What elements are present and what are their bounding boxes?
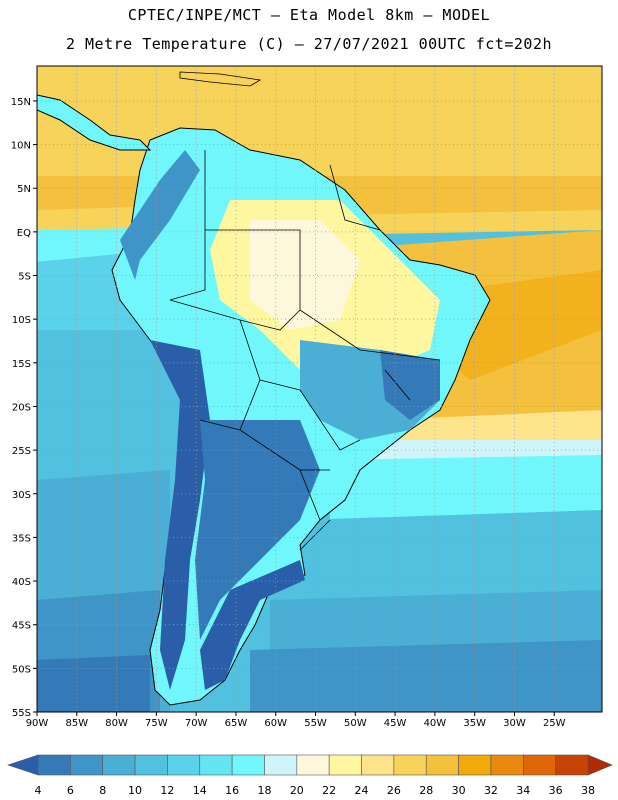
colorbar-label: 22: [322, 784, 336, 797]
latitude-tick-label: EQ: [17, 228, 31, 239]
latitude-tick-label: 10N: [11, 141, 31, 152]
colorbar-label: 18: [257, 784, 271, 797]
colorbar-swatch: [425, 754, 459, 776]
colorbar-swatch: [264, 754, 298, 776]
colorbar-swatch: [199, 754, 233, 776]
longitude-tick-label: 40W: [424, 718, 447, 729]
latitude-tick-label: 35S: [12, 533, 31, 544]
longitude-tick-label: 80W: [105, 718, 128, 729]
latitude-tick-label: 5S: [18, 272, 31, 283]
colorbar-label: 30: [452, 784, 466, 797]
latitude-tick-label: 25S: [12, 446, 31, 457]
latitude-tick-label: 55S: [12, 708, 31, 719]
colorbar-swatch: [296, 754, 330, 776]
latitude-tick-label: 50S: [12, 664, 31, 675]
colorbar-label: 8: [99, 784, 106, 797]
colorbar-label: 4: [35, 784, 42, 797]
latitude-tick-label: 5N: [17, 184, 31, 195]
longitude-tick-label: 75W: [145, 718, 168, 729]
latitude-tick-label: 45S: [12, 621, 31, 632]
map-frame: [36, 65, 603, 713]
latitude-tick-label: 40S: [12, 577, 31, 588]
longitude-tick-label: 25W: [543, 718, 566, 729]
longitude-tick-label: 30W: [503, 718, 526, 729]
colorbar-swatch: [328, 754, 362, 776]
latitude-axis: 15N 10N 5N EQ 5S 10S 15S 20S 25S 30S 35S 40S 45S 50S 5…: [11, 97, 37, 719]
longitude-tick-label: 70W: [185, 718, 208, 729]
colorbar-label: 16: [225, 784, 239, 797]
colorbar-label: 36: [549, 784, 563, 797]
colorbar-high-arrow: [587, 754, 613, 776]
colorbar-label: 32: [484, 784, 498, 797]
temperature-field: [37, 66, 602, 712]
colorbar-label: 12: [160, 784, 174, 797]
colorbar-label: 34: [516, 784, 530, 797]
colorbar-swatch: [167, 754, 201, 776]
longitude-tick-label: 50W: [344, 718, 367, 729]
longitude-tick-label: 55W: [304, 718, 327, 729]
colorbar-swatch: [361, 754, 395, 776]
longitude-tick-label: 90W: [26, 718, 49, 729]
colorbar-label: 20: [290, 784, 304, 797]
colorbar-label: 28: [419, 784, 433, 797]
colorbar: 4 6 8 10 12 14 16 18 20 22 24 26 28 30 32 34 36 38: [7, 754, 613, 797]
colorbar-label: 14: [193, 784, 207, 797]
colorbar-swatch: [37, 754, 71, 776]
colorbar-swatch: [134, 754, 168, 776]
longitude-tick-label: 45W: [384, 718, 407, 729]
colorbar-swatch: [522, 754, 556, 776]
longitude-tick-label: 65W: [225, 718, 248, 729]
longitude-axis: 90W 85W 80W 75W 70W 65W 60W 55W 50W 45W 40W 35W 30W 2…: [26, 712, 566, 729]
colorbar-label: 6: [67, 784, 74, 797]
colorbar-label: 38: [581, 784, 595, 797]
latitude-tick-label: 30S: [12, 490, 31, 501]
colorbar-swatch: [490, 754, 524, 776]
title-line-1: CPTEC/INPE/MCT — Eta Model 8km — MODEL: [127, 6, 491, 24]
title-line-2: 2 Metre Temperature (C) — 27/07/2021 00U…: [65, 35, 553, 53]
latitude-tick-label: 15N: [11, 97, 31, 108]
colorbar-swatch: [102, 754, 136, 776]
latitude-tick-label: 20S: [12, 402, 31, 413]
colorbar-swatch: [458, 754, 492, 776]
country-borders: [169, 150, 441, 551]
colorbar-low-arrow: [7, 754, 39, 776]
colorbar-label: 26: [387, 784, 401, 797]
colorbar-label: 10: [128, 784, 142, 797]
colorbar-label: 24: [355, 784, 369, 797]
colorbar-swatch: [231, 754, 265, 776]
longitude-tick-label: 60W: [264, 718, 287, 729]
longitude-tick-label: 35W: [463, 718, 486, 729]
colorbar-swatch: [393, 754, 427, 776]
longitude-tick-label: 85W: [65, 718, 88, 729]
colorbar-swatch: [70, 754, 104, 776]
colorbar-swatch: [555, 754, 589, 776]
latitude-tick-label: 10S: [12, 315, 31, 326]
latitude-tick-label: 15S: [12, 359, 31, 370]
